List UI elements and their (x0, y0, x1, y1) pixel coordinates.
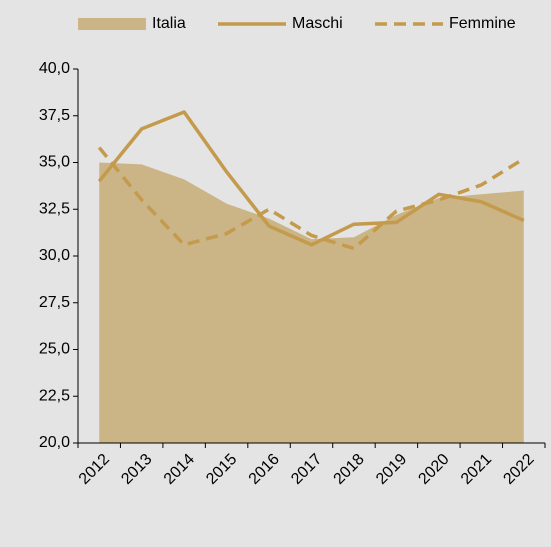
x-tick-label: 2021 (458, 451, 495, 488)
x-tick-label: 2018 (331, 451, 368, 488)
x-tick-label: 2014 (161, 451, 198, 488)
y-tick-label: 27,5 (39, 294, 70, 311)
line (97, 110, 525, 247)
y-tick-label: 35,0 (39, 154, 70, 171)
x-tick-label: 2022 (500, 451, 537, 488)
area (99, 162, 524, 443)
legend-label: Femmine (449, 15, 516, 32)
y-tick-label: 22,5 (39, 387, 70, 404)
x-tick-label: 2013 (118, 451, 155, 488)
y-tick-label: 40,0 (39, 60, 70, 77)
y-tick-label: 37,5 (39, 107, 70, 124)
legend-label: Italia (152, 15, 186, 32)
y-tick-label: 20,0 (39, 434, 70, 451)
y-tick-label: 25,0 (39, 341, 70, 358)
legend-swatch (78, 18, 146, 30)
x-tick-label: 2015 (203, 451, 240, 488)
x-tick-label: 2019 (373, 451, 410, 488)
x-tick-label: 2020 (415, 451, 452, 488)
x-tick-label: 2017 (288, 451, 325, 488)
x-tick-label: 2016 (246, 451, 283, 488)
y-tick-label: 32,5 (39, 200, 70, 217)
legend-label: Maschi (292, 15, 343, 32)
y-tick-label: 30,0 (39, 247, 70, 264)
line (97, 146, 525, 251)
x-tick-label: 2012 (76, 451, 113, 488)
